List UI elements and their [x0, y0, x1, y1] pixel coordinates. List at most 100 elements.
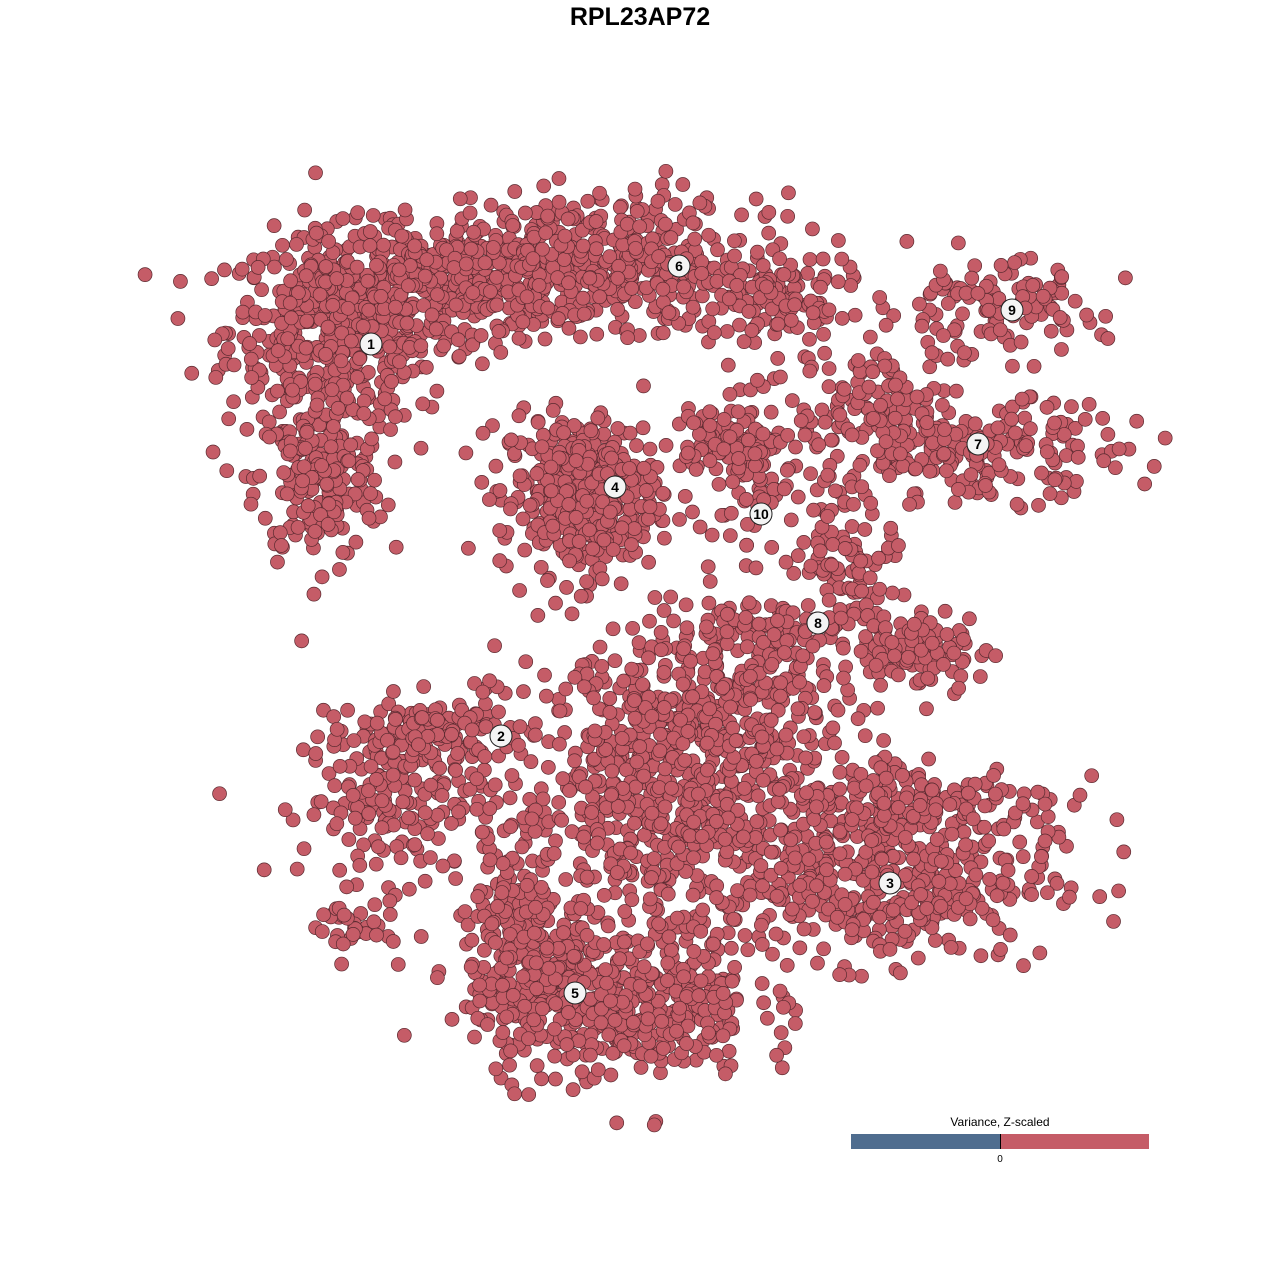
data-point	[770, 316, 786, 332]
data-point	[1007, 255, 1022, 270]
data-point	[711, 476, 727, 492]
data-point	[632, 978, 648, 994]
data-point	[827, 735, 842, 751]
data-point	[664, 780, 679, 796]
data-point	[415, 396, 431, 412]
data-point	[573, 901, 589, 916]
data-point	[556, 925, 571, 940]
data-point	[629, 438, 644, 453]
data-point	[890, 667, 906, 683]
data-point	[557, 228, 573, 244]
data-point	[600, 918, 616, 934]
data-point	[843, 278, 859, 293]
data-point	[261, 414, 277, 430]
data-point	[868, 657, 884, 673]
data-point	[940, 351, 956, 367]
data-point	[257, 308, 273, 323]
data-point	[677, 488, 693, 504]
data-point	[636, 460, 652, 476]
data-point	[483, 284, 498, 299]
data-point	[688, 462, 704, 477]
data-point	[316, 907, 331, 923]
data-point	[382, 339, 398, 355]
data-point	[686, 850, 701, 866]
data-point	[514, 839, 530, 855]
data-point	[929, 832, 945, 847]
data-point	[1009, 496, 1025, 512]
data-point	[576, 829, 592, 845]
data-point	[1095, 410, 1111, 426]
data-point	[388, 712, 403, 727]
data-point	[972, 669, 988, 684]
data-point	[793, 413, 809, 429]
data-point	[894, 768, 910, 783]
data-point	[978, 478, 993, 493]
data-point	[368, 856, 384, 872]
data-point	[729, 278, 745, 293]
data-point	[854, 583, 869, 599]
data-point	[891, 538, 906, 553]
data-point	[343, 437, 359, 453]
data-point	[589, 241, 604, 257]
data-point	[936, 328, 951, 343]
data-point	[640, 936, 655, 952]
data-point	[1035, 288, 1051, 304]
data-point	[547, 1021, 562, 1037]
data-point	[384, 374, 399, 389]
data-point	[594, 571, 610, 587]
data-point	[584, 805, 599, 820]
data-point	[832, 846, 848, 862]
data-point	[290, 519, 306, 535]
data-point	[1015, 796, 1031, 812]
data-point	[448, 297, 464, 313]
data-point	[494, 885, 510, 900]
data-point	[816, 941, 831, 957]
data-point	[612, 951, 628, 967]
data-point	[556, 425, 571, 441]
data-point	[857, 728, 873, 744]
data-point	[1039, 444, 1055, 460]
data-point	[1096, 453, 1112, 469]
data-point	[821, 592, 837, 608]
data-point	[525, 251, 541, 267]
data-point	[289, 861, 305, 877]
data-point	[710, 242, 725, 258]
data-point	[488, 935, 503, 950]
data-point	[531, 278, 547, 293]
data-point	[482, 852, 498, 868]
data-point	[799, 785, 814, 801]
data-point	[642, 441, 658, 457]
data-point	[967, 258, 983, 274]
data-point	[318, 259, 334, 274]
data-point	[452, 191, 468, 207]
data-point	[718, 1066, 733, 1082]
data-point	[465, 285, 481, 301]
data-point	[446, 260, 462, 275]
data-point	[417, 805, 433, 821]
data-point	[309, 397, 325, 413]
data-point	[750, 372, 765, 388]
data-point	[669, 1023, 684, 1039]
data-point	[716, 441, 732, 457]
data-point	[910, 950, 926, 966]
data-point	[512, 468, 528, 484]
data-point	[527, 824, 543, 839]
data-point	[309, 225, 324, 241]
data-point	[208, 370, 224, 385]
data-point	[748, 191, 764, 207]
data-point	[666, 613, 681, 629]
data-point	[369, 715, 385, 731]
data-point	[308, 746, 324, 761]
data-point	[797, 427, 813, 443]
data-point	[429, 383, 445, 399]
data-point	[535, 1001, 550, 1016]
data-point	[545, 518, 561, 534]
data-point	[737, 928, 753, 943]
data-point	[865, 364, 881, 380]
data-point	[790, 548, 806, 564]
data-point	[658, 438, 674, 453]
data-point	[596, 532, 612, 548]
data-point	[566, 949, 582, 964]
data-point	[333, 353, 349, 369]
data-point	[464, 722, 480, 738]
